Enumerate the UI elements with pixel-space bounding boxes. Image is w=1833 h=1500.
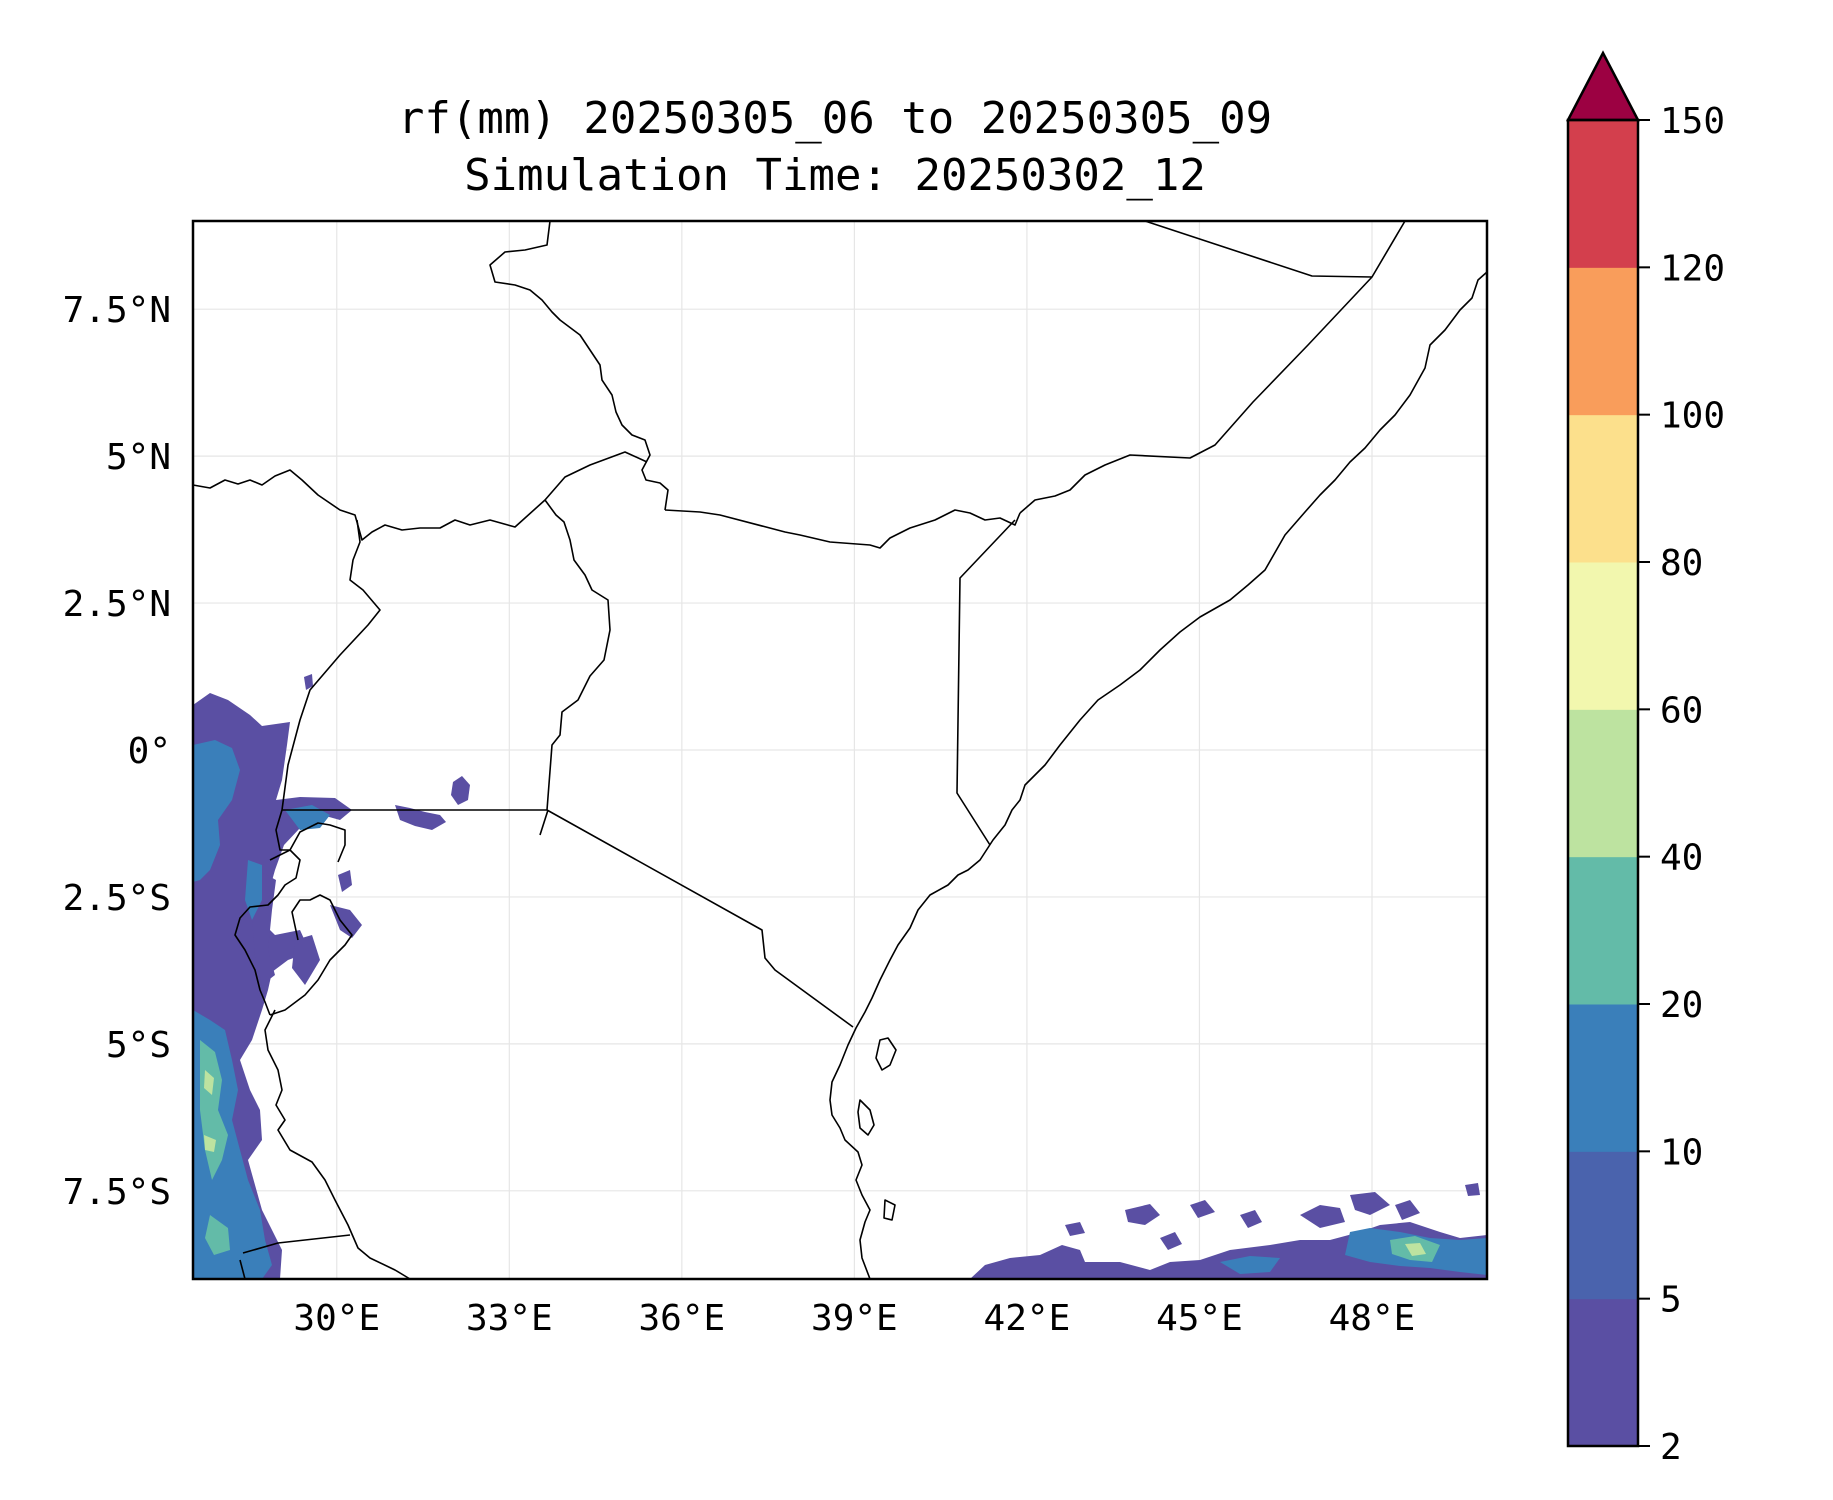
colorbar-segment bbox=[1568, 120, 1638, 268]
country-borders bbox=[192, 220, 1406, 1280]
rain-blobs-se-d bbox=[1350, 1192, 1390, 1215]
colorbar-tick-label: 20 bbox=[1660, 985, 1703, 1026]
rain-patch-west-lake bbox=[330, 905, 362, 938]
island-mafia bbox=[883, 1199, 896, 1221]
border-ethiopia-kenya bbox=[664, 509, 1021, 549]
map-panel: 30°E 33°E 36°E 39°E 42°E 45°E 48°E 7.5°N 5°N 2.5… bbox=[63, 219, 1489, 1339]
rain-blobs-se-e bbox=[1395, 1200, 1420, 1220]
border-ethiopia-somalia bbox=[1019, 220, 1406, 514]
border-kenya-somalia bbox=[956, 519, 1016, 846]
rain-blobs-se-h bbox=[1160, 1232, 1182, 1250]
rain-patch-kenya-small-2 bbox=[451, 776, 470, 805]
lon-tick-label: 33°E bbox=[466, 1298, 553, 1339]
colorbar-segment bbox=[1568, 267, 1638, 416]
border-uganda-kenya bbox=[544, 499, 611, 811]
border-kenya-tanzania bbox=[546, 809, 854, 1028]
lon-tick-label: 39°E bbox=[811, 1298, 898, 1339]
border-south-sudan-ethiopia-north bbox=[489, 220, 669, 511]
rain-band-se-level-40 bbox=[1405, 1243, 1426, 1256]
rain-blobs-se-i bbox=[1065, 1222, 1085, 1236]
colorbar-segment bbox=[1568, 856, 1638, 1005]
rain-blobs-se-f bbox=[1465, 1183, 1480, 1196]
rain-patch-kenya-small-1 bbox=[395, 805, 446, 830]
colorbar-tick-label: 60 bbox=[1660, 690, 1703, 731]
border-lake-tanganyika-east bbox=[269, 894, 353, 1016]
island-pemba bbox=[857, 1099, 875, 1136]
map-frame bbox=[191, 219, 1489, 1281]
island-zanzibar bbox=[875, 1037, 897, 1071]
lake-victoria-south-shore bbox=[539, 809, 549, 836]
longitude-labels: 30°E 33°E 36°E 39°E 42°E 45°E 48°E bbox=[293, 1298, 1415, 1339]
colorbar: 2 5 10 20 40 60 80 100 120 150 bbox=[1565, 50, 1725, 1468]
colorbar-segment bbox=[1568, 562, 1638, 710]
rain-band-se-level-10b bbox=[1220, 1256, 1280, 1274]
colorbar-extend-arrow bbox=[1565, 50, 1641, 122]
lon-tick-label: 30°E bbox=[293, 1298, 380, 1339]
rain-blobs-se-a bbox=[1125, 1204, 1160, 1225]
rain-patch-east-of-lake-victoria bbox=[338, 870, 352, 892]
border-tanzania-west bbox=[264, 1009, 411, 1280]
lat-tick-label: 2.5°N bbox=[63, 584, 171, 625]
colorbar-segment bbox=[1568, 1004, 1638, 1152]
rain-blobs-se-c bbox=[1300, 1205, 1345, 1228]
rainfall-field-west bbox=[193, 674, 470, 1279]
gridlines bbox=[193, 221, 1487, 1279]
lat-tick-label: 5°S bbox=[106, 1025, 171, 1066]
coastline-east-africa bbox=[829, 271, 1488, 1280]
border-rwanda-burundi-b bbox=[234, 849, 301, 1016]
lon-tick-label: 42°E bbox=[984, 1298, 1071, 1339]
latitude-labels: 7.5°N 5°N 2.5°N 0° 2.5°S 5°S 7.5°S bbox=[63, 290, 171, 1213]
coastline bbox=[539, 271, 1488, 1280]
rain-patch-west-level-20b bbox=[205, 1215, 230, 1255]
colorbar-segment bbox=[1568, 414, 1638, 563]
rain-blobs-se-g bbox=[1240, 1210, 1262, 1228]
lon-tick-label: 36°E bbox=[638, 1298, 725, 1339]
colorbar-segment bbox=[1568, 1298, 1638, 1447]
lat-tick-label: 7.5°S bbox=[63, 1172, 171, 1213]
title-line-2: Simulation Time: 20250302_12 bbox=[464, 150, 1206, 201]
rain-patch-tanzania-west bbox=[292, 935, 320, 985]
lat-tick-label: 0° bbox=[128, 731, 171, 772]
colorbar-tick-label: 80 bbox=[1660, 543, 1703, 584]
colorbar-tick-label: 40 bbox=[1660, 838, 1703, 879]
rain-blobs-se-b bbox=[1190, 1200, 1215, 1218]
colorbar-tick-label: 10 bbox=[1660, 1132, 1703, 1173]
colorbar-frame bbox=[1566, 118, 1640, 1448]
colorbar-tick-label: 2 bbox=[1660, 1427, 1682, 1468]
colorbar-segment bbox=[1568, 709, 1638, 858]
rain-patch-uganda-dot bbox=[304, 674, 313, 690]
rain-patch-west-level-40 bbox=[204, 1070, 214, 1095]
border-djibouti-somaliland bbox=[1144, 220, 1373, 278]
lon-tick-label: 45°E bbox=[1156, 1298, 1243, 1339]
border-zambia-tanzania bbox=[242, 1234, 351, 1254]
lat-tick-label: 2.5°S bbox=[63, 878, 171, 919]
lat-tick-label: 5°N bbox=[106, 437, 171, 478]
border-rwanda-burundi bbox=[275, 809, 346, 863]
colorbar-tick-label: 150 bbox=[1660, 101, 1725, 142]
border-malawi-fragment bbox=[239, 1259, 246, 1280]
border-drc-uganda bbox=[281, 519, 381, 811]
border-south-sudan-uganda-kenya bbox=[192, 451, 648, 541]
lat-tick-label: 7.5°N bbox=[63, 290, 171, 331]
rainfall-field-southeast bbox=[970, 1183, 1487, 1279]
colorbar-tick-label: 120 bbox=[1660, 248, 1725, 289]
lon-tick-label: 48°E bbox=[1329, 1298, 1416, 1339]
rain-patch-west-level-10 bbox=[193, 740, 240, 882]
colorbar-tick-label: 100 bbox=[1660, 396, 1725, 437]
colorbar-segment bbox=[1568, 1151, 1638, 1300]
colorbar-tick-label: 5 bbox=[1660, 1280, 1682, 1321]
rain-patch-west-level-10d bbox=[245, 860, 262, 920]
title-line-1: rf(mm) 20250305_06 to 20250305_09 bbox=[398, 93, 1272, 144]
rain-patch-west-level-40b bbox=[204, 1135, 216, 1152]
